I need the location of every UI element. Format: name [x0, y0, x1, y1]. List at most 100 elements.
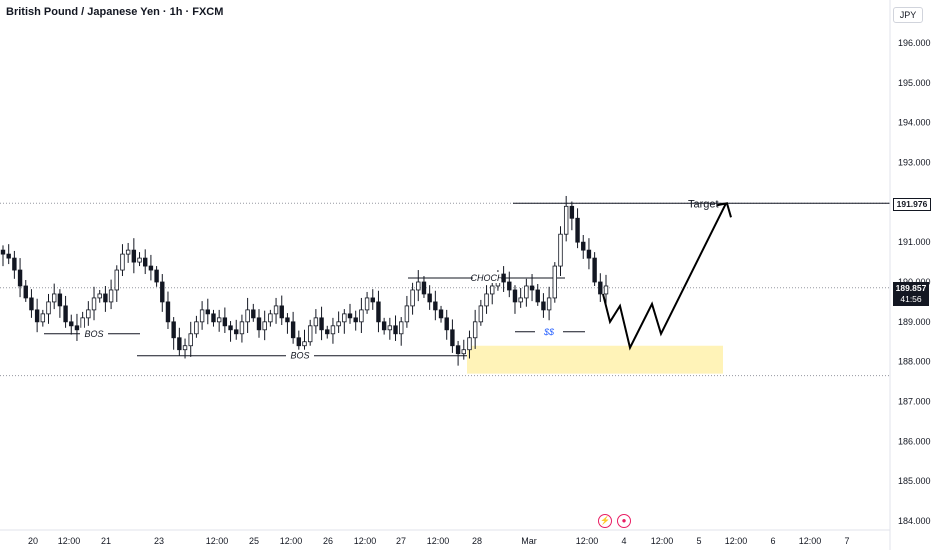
candle [524, 278, 529, 307]
candle-body [120, 253, 125, 271]
candle-body [57, 293, 63, 307]
candle-body [535, 289, 540, 303]
candle-body [177, 337, 182, 351]
candle-body [461, 349, 466, 355]
candle [120, 244, 125, 277]
y-tick-label: 187.000 [898, 397, 931, 407]
ss-label: $$ [543, 327, 555, 337]
currency-button[interactable]: JPY [893, 7, 923, 23]
candle-body [131, 249, 137, 263]
candle [330, 317, 336, 344]
candle [245, 297, 250, 333]
candle-body [359, 309, 364, 323]
y-tick-label: 191.000 [898, 237, 931, 247]
candle-body [581, 241, 586, 251]
candle-body [171, 321, 176, 339]
candle-body [444, 317, 449, 331]
candle [290, 311, 296, 344]
bos-left-label: BOS [84, 329, 103, 339]
x-tick-label: 12:00 [354, 536, 377, 546]
candle-body [529, 285, 535, 291]
candle [74, 313, 80, 341]
candle-body [251, 309, 256, 319]
candle [228, 321, 233, 342]
candle [592, 252, 597, 286]
candle-body [17, 269, 23, 287]
candle-body [40, 313, 46, 323]
candle-body [63, 305, 68, 323]
y-tick-label: 194.000 [898, 118, 931, 128]
candle-body [125, 249, 131, 255]
candle-body [399, 321, 404, 335]
candle [234, 319, 239, 340]
candle [552, 262, 558, 303]
bos-right-label-bg [286, 349, 314, 361]
x-tick-label: 12:00 [280, 536, 303, 546]
projection-arrowhead [716, 202, 732, 218]
x-tick-label: 12:00 [58, 536, 81, 546]
candle-body [586, 249, 592, 259]
candle-body [370, 297, 375, 303]
candle [194, 315, 199, 338]
candle-body [103, 293, 108, 303]
candle-body [302, 341, 307, 347]
candle [484, 285, 489, 314]
candle [455, 340, 461, 366]
candle-body [273, 305, 279, 315]
candle-body [393, 325, 398, 335]
lightning-icon[interactable]: ⚡ [598, 514, 612, 528]
candle-body [216, 317, 222, 323]
candle [416, 270, 421, 302]
candle-body [46, 301, 51, 315]
demand-zone-rect [467, 345, 723, 374]
candle-body [91, 297, 97, 311]
candle-body [148, 265, 154, 271]
x-tick-label: 12:00 [427, 536, 450, 546]
candle [376, 290, 381, 333]
candle [285, 313, 290, 334]
candle [603, 274, 609, 305]
candle [563, 195, 569, 242]
record-icon[interactable]: ● [617, 514, 631, 528]
candle [433, 290, 438, 321]
candle [57, 289, 63, 318]
candle-body [336, 321, 341, 327]
candle [251, 303, 256, 322]
candle [86, 301, 91, 326]
x-tick-label: 12:00 [651, 536, 674, 546]
candle [103, 285, 108, 312]
candle-body [575, 217, 580, 243]
x-tick-label: 26 [323, 536, 333, 546]
candle-body [188, 333, 193, 347]
y-tick-label: 195.000 [898, 78, 931, 88]
candle-body [137, 257, 142, 263]
candle [467, 330, 472, 359]
candle [586, 238, 592, 270]
candle [353, 310, 358, 331]
y-tick-label: 188.000 [898, 357, 931, 367]
candle [598, 273, 603, 302]
x-tick-label: 27 [396, 536, 406, 546]
candle [541, 293, 546, 318]
x-tick-label: 21 [101, 536, 111, 546]
y-tick-label: 196.000 [898, 38, 931, 48]
candle-body [228, 325, 233, 331]
y-tick-label: 193.000 [898, 158, 931, 168]
candle [211, 309, 216, 327]
y-tick-label: 189.000 [898, 317, 931, 327]
candle [336, 311, 341, 333]
candle [512, 285, 518, 314]
candle-body [592, 257, 597, 283]
candle-body [307, 325, 313, 343]
candle [239, 314, 245, 343]
x-tick-label: 6 [770, 536, 775, 546]
candle [273, 297, 279, 324]
candle [444, 309, 449, 340]
candle-body [518, 297, 523, 303]
candle-body [558, 233, 563, 267]
candle-body [234, 329, 239, 335]
candle [427, 285, 432, 310]
candle-body [598, 281, 603, 295]
level-lines [0, 202, 890, 377]
